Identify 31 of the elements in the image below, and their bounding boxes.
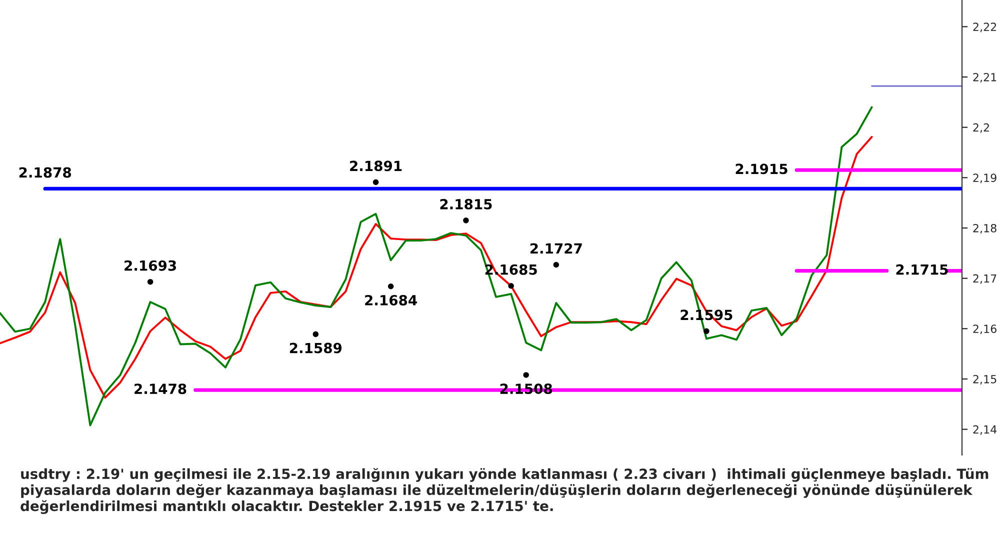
data-label: 2.1878 (19, 167, 72, 178)
point (704, 328, 710, 334)
y-tick-label: 2,14 (973, 425, 997, 435)
data-label: 2.1684 (365, 294, 417, 306)
point (372, 179, 379, 186)
y-tick-label: 2,19 (973, 174, 996, 184)
point (147, 278, 154, 285)
point (388, 283, 394, 290)
line-series (0, 106, 873, 426)
data-label: 2.1891 (350, 160, 402, 172)
y-tick-label: 2,17 (973, 274, 996, 284)
data-label: 2.1478 (134, 384, 186, 394)
y-tick-label: 2,2 (973, 123, 989, 133)
line-series (0, 136, 873, 399)
y-tick-label: 2,16 (973, 324, 996, 334)
point (523, 372, 529, 378)
y-tick-label: 2,21 (973, 72, 996, 83)
text: usdtry : 2.19' un geçilmesi ile 2.15-2.19 aralığının yukarı yönde katlanması ( 2.23 civarı ) ihtimali güçlenmeye başladı. Tüm piyasalarda doların değer kazanmaya başlaması ile düzeltmelerin/düşüşlerin doların değerleneceği yönünde düşünülerek değerlendirilmesi mantıklı olacaktır. Destekler 2.1915 ve 2.1715' te. (20, 468, 988, 514)
y-tick-label: 2,15 (973, 374, 996, 384)
data-label: 2.1727 (530, 243, 582, 254)
point (463, 218, 469, 224)
data-label: 2.1589 (290, 342, 342, 354)
y-tick-label: 2,22 (973, 22, 996, 32)
point (508, 282, 514, 289)
point (312, 331, 319, 338)
data-label: 2.1693 (124, 260, 176, 271)
data-label: 2.1915 (736, 164, 788, 174)
point (553, 262, 560, 268)
data-label: 2.1815 (440, 198, 492, 210)
data-label: 2.1715 (896, 264, 948, 275)
y-tick-label: 2,18 (973, 224, 996, 234)
